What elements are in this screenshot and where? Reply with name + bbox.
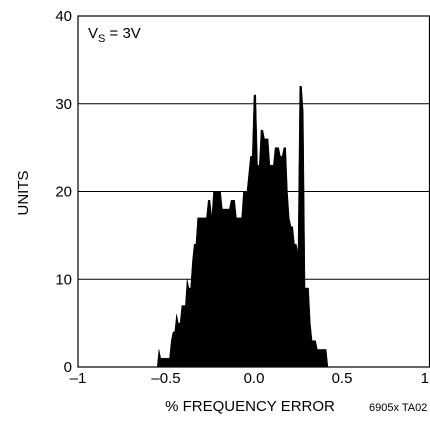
x-tick-label-4: 1: [421, 370, 429, 387]
x-tick-label-2: 0.0: [244, 370, 265, 387]
x-axis-title: % FREQUENCY ERROR: [165, 398, 335, 415]
tick-layer: 0 10 20 30 40 –1 –0.5 0.0 0.5 1: [55, 8, 429, 387]
y-axis-title: UNITS: [15, 171, 32, 216]
x-tick-label-3: 0.5: [332, 370, 353, 387]
supply-voltage-annotation: VS = 3V: [88, 25, 141, 45]
annotation-subscript: S: [98, 33, 105, 45]
x-tick-label-0: –1: [70, 370, 87, 387]
y-tick-label-10: 10: [55, 271, 72, 288]
annotation-rest: = 3V: [105, 25, 140, 42]
histogram-area: [156, 85, 346, 368]
y-tick-label-40: 40: [55, 8, 72, 25]
annotation-main: V: [88, 25, 98, 42]
y-tick-label-0: 0: [64, 359, 72, 376]
x-tick-label-1: –0.5: [151, 370, 180, 387]
y-tick-label-30: 30: [55, 96, 72, 113]
data-layer: [156, 85, 346, 368]
figure-footnote: 6905x TA02: [369, 402, 427, 414]
y-tick-label-20: 20: [55, 184, 72, 201]
